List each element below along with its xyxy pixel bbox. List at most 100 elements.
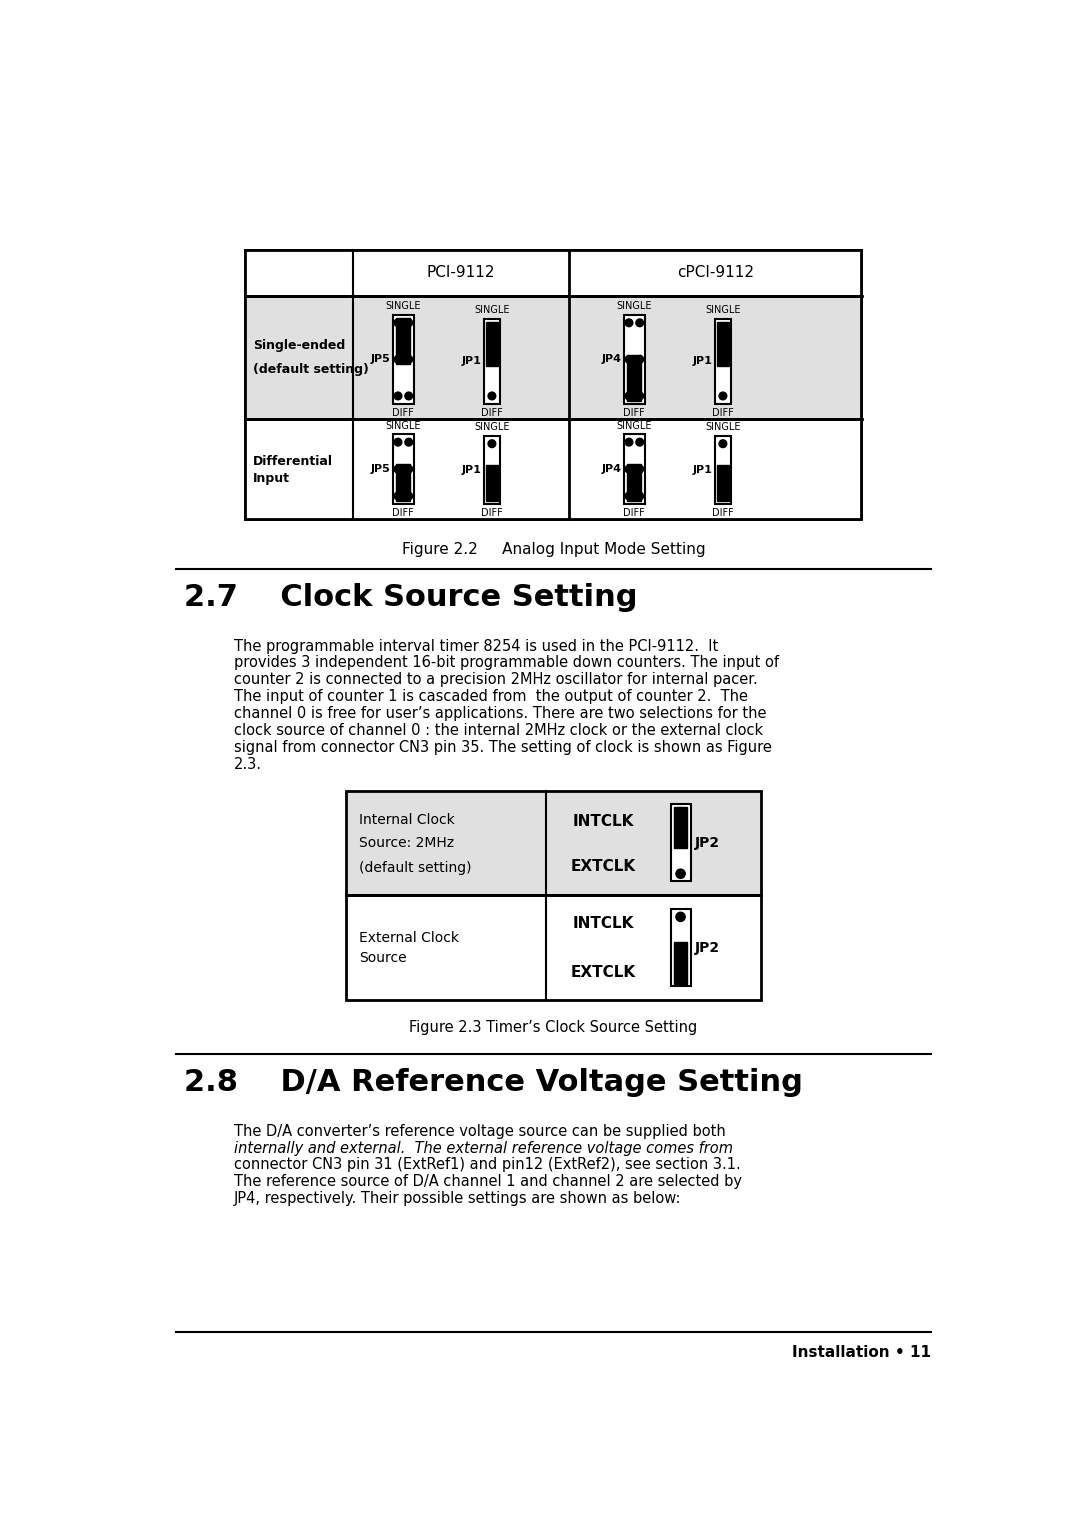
Circle shape bbox=[719, 467, 727, 474]
Circle shape bbox=[676, 838, 685, 847]
Bar bbox=[486, 465, 498, 500]
Circle shape bbox=[488, 467, 496, 474]
Circle shape bbox=[636, 319, 644, 327]
Circle shape bbox=[394, 391, 402, 399]
Circle shape bbox=[676, 807, 685, 817]
Circle shape bbox=[625, 391, 633, 399]
Bar bbox=[717, 322, 729, 365]
Bar bbox=[346, 791, 761, 895]
Text: DIFF: DIFF bbox=[481, 407, 503, 418]
Circle shape bbox=[405, 356, 413, 364]
Text: JP2: JP2 bbox=[694, 837, 719, 850]
Text: Internal Clock: Internal Clock bbox=[360, 814, 455, 827]
Text: DIFF: DIFF bbox=[712, 407, 733, 418]
Text: JP4: JP4 bbox=[602, 355, 621, 364]
Text: EXTCLK: EXTCLK bbox=[571, 966, 636, 979]
Text: SINGLE: SINGLE bbox=[474, 305, 510, 315]
Bar bbox=[396, 465, 410, 500]
Circle shape bbox=[676, 912, 685, 921]
Circle shape bbox=[405, 391, 413, 399]
Text: cPCI-9112: cPCI-9112 bbox=[677, 266, 754, 281]
Circle shape bbox=[636, 493, 644, 500]
Text: channel 0 is free for user’s applications. There are two selections for the: channel 0 is free for user’s application… bbox=[234, 706, 767, 721]
Text: provides 3 independent 16-bit programmable down counters. The input of: provides 3 independent 16-bit programmab… bbox=[234, 655, 779, 671]
Text: 2.7    Clock Source Setting: 2.7 Clock Source Setting bbox=[184, 583, 637, 612]
Text: The reference source of D/A channel 1 and channel 2 are selected by: The reference source of D/A channel 1 an… bbox=[234, 1174, 742, 1190]
Text: DIFF: DIFF bbox=[392, 508, 415, 517]
Bar bbox=[674, 942, 688, 984]
Bar bbox=[392, 315, 414, 404]
Circle shape bbox=[394, 465, 402, 473]
Text: JP1: JP1 bbox=[693, 356, 713, 367]
Text: Source: 2MHz: Source: 2MHz bbox=[360, 837, 455, 850]
Bar bbox=[396, 318, 410, 364]
Text: EXTCLK: EXTCLK bbox=[571, 858, 636, 873]
Text: SINGLE: SINGLE bbox=[474, 422, 510, 433]
Circle shape bbox=[405, 493, 413, 500]
Text: 2.8    D/A Reference Voltage Setting: 2.8 D/A Reference Voltage Setting bbox=[184, 1068, 802, 1098]
Text: Installation • 11: Installation • 11 bbox=[792, 1345, 931, 1360]
Text: (default setting): (default setting) bbox=[360, 861, 472, 875]
Text: JP4, respectively. Their possible settings are shown as below:: JP4, respectively. Their possible settin… bbox=[234, 1191, 681, 1207]
Text: INTCLK: INTCLK bbox=[572, 915, 634, 930]
Text: JP5: JP5 bbox=[370, 464, 390, 474]
Circle shape bbox=[676, 973, 685, 982]
Text: JP1: JP1 bbox=[462, 356, 482, 367]
Text: Input: Input bbox=[253, 471, 291, 485]
Bar bbox=[627, 355, 642, 401]
Circle shape bbox=[625, 493, 633, 500]
Bar bbox=[484, 436, 500, 503]
Text: External Clock: External Clock bbox=[360, 932, 459, 946]
Text: DIFF: DIFF bbox=[623, 508, 645, 517]
Bar bbox=[392, 434, 414, 503]
Bar bbox=[245, 296, 862, 419]
Text: JP5: JP5 bbox=[370, 355, 390, 364]
Bar bbox=[346, 895, 761, 1001]
Text: DIFF: DIFF bbox=[392, 407, 415, 418]
Circle shape bbox=[394, 356, 402, 364]
Circle shape bbox=[488, 441, 496, 448]
Bar bbox=[627, 465, 642, 500]
Bar bbox=[623, 434, 645, 503]
Text: JP2: JP2 bbox=[694, 941, 719, 955]
Bar bbox=[245, 419, 862, 519]
Text: SINGLE: SINGLE bbox=[386, 421, 421, 431]
Text: Figure 2.3 Timer’s Clock Source Setting: Figure 2.3 Timer’s Clock Source Setting bbox=[409, 1019, 698, 1035]
Text: 2.3.: 2.3. bbox=[234, 757, 262, 772]
Bar bbox=[245, 250, 862, 296]
Text: DIFF: DIFF bbox=[481, 508, 503, 517]
Circle shape bbox=[394, 493, 402, 500]
Bar bbox=[623, 315, 645, 404]
Bar bbox=[715, 319, 730, 404]
Circle shape bbox=[636, 391, 644, 399]
Circle shape bbox=[405, 465, 413, 473]
Bar bbox=[486, 322, 498, 365]
Text: clock source of channel 0 : the internal 2MHz clock or the external clock: clock source of channel 0 : the internal… bbox=[234, 723, 764, 738]
Text: SINGLE: SINGLE bbox=[705, 422, 741, 433]
Circle shape bbox=[488, 493, 496, 500]
Bar bbox=[674, 807, 688, 849]
Text: signal from connector CN3 pin 35. The setting of clock is shown as Figure: signal from connector CN3 pin 35. The se… bbox=[234, 740, 772, 755]
Text: JP1: JP1 bbox=[462, 465, 482, 474]
Circle shape bbox=[488, 358, 496, 365]
Circle shape bbox=[394, 319, 402, 327]
Text: DIFF: DIFF bbox=[623, 407, 645, 418]
Circle shape bbox=[636, 439, 644, 447]
Bar bbox=[715, 436, 730, 503]
Circle shape bbox=[719, 441, 727, 448]
Circle shape bbox=[676, 942, 685, 952]
Text: JP1: JP1 bbox=[693, 465, 713, 474]
Circle shape bbox=[488, 322, 496, 330]
Circle shape bbox=[636, 356, 644, 364]
Text: Differential: Differential bbox=[253, 454, 334, 468]
Bar bbox=[717, 465, 729, 500]
Circle shape bbox=[719, 391, 727, 399]
Circle shape bbox=[625, 465, 633, 473]
Bar bbox=[671, 909, 690, 985]
Text: internally and external.  The external reference voltage comes from: internally and external. The external re… bbox=[234, 1141, 733, 1156]
Text: The input of counter 1 is cascaded from  the output of counter 2.  The: The input of counter 1 is cascaded from … bbox=[234, 689, 748, 705]
Bar bbox=[245, 250, 862, 519]
Text: Single-ended: Single-ended bbox=[253, 339, 346, 353]
Text: The D/A converter’s reference voltage source can be supplied both: The D/A converter’s reference voltage so… bbox=[234, 1124, 726, 1139]
Circle shape bbox=[636, 465, 644, 473]
